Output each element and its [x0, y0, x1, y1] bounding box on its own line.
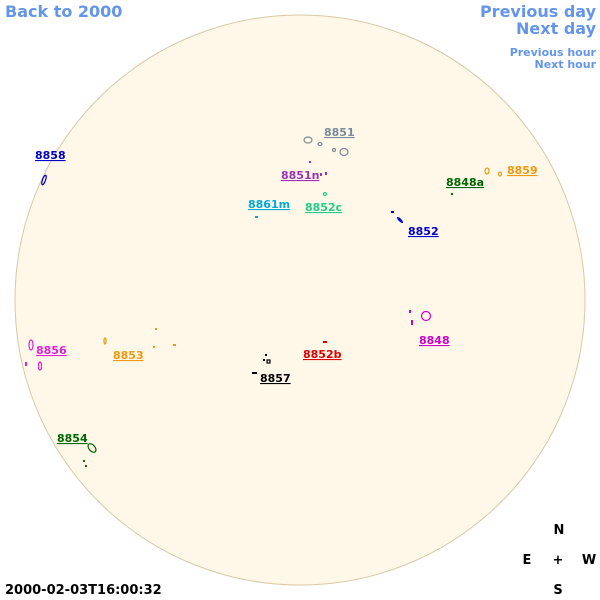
- solar-disk: [14, 14, 586, 586]
- spot: [309, 161, 311, 163]
- spot: [85, 465, 87, 467]
- spot: [497, 171, 503, 177]
- spot: [396, 216, 404, 224]
- region-label[interactable]: 8852c: [305, 201, 342, 214]
- spot: [322, 191, 328, 197]
- spot: [420, 310, 432, 322]
- spot: [25, 362, 27, 366]
- region-label[interactable]: 8861m: [248, 198, 290, 211]
- spot: [451, 193, 453, 195]
- spot: [265, 354, 267, 356]
- spot: [266, 359, 271, 364]
- next-hour-link[interactable]: Next hour: [535, 58, 597, 71]
- compass-center: +: [553, 553, 564, 568]
- spot: [339, 147, 349, 157]
- region-label[interactable]: 8851n: [281, 169, 319, 182]
- region-label[interactable]: 8848a: [446, 176, 484, 189]
- region-label[interactable]: 8858: [35, 149, 66, 162]
- spot: [87, 443, 97, 453]
- spot: [411, 320, 413, 325]
- region-label[interactable]: 8851: [324, 126, 355, 139]
- spot: [41, 174, 47, 186]
- spot: [391, 211, 394, 213]
- next-day-link[interactable]: Next day: [516, 19, 597, 38]
- region-label[interactable]: 8853: [113, 349, 144, 362]
- previous-hour-link[interactable]: Previous hour: [510, 46, 597, 59]
- spot: [28, 339, 34, 351]
- spot: [303, 136, 313, 144]
- compass-east: E: [523, 553, 532, 568]
- compass-west: W: [582, 553, 596, 568]
- previous-day-link[interactable]: Previous day: [480, 2, 597, 21]
- spot: [323, 341, 327, 343]
- spot: [409, 310, 411, 313]
- spot: [252, 372, 257, 374]
- region-label[interactable]: 8856: [36, 344, 67, 357]
- spot: [331, 147, 337, 153]
- region-label[interactable]: 8854: [57, 432, 88, 445]
- region-label[interactable]: 8848: [419, 334, 450, 347]
- spot: [255, 216, 258, 218]
- spot: [317, 141, 323, 147]
- spot: [484, 167, 490, 175]
- spot: [263, 359, 265, 361]
- region-label[interactable]: 8852: [408, 225, 439, 238]
- spot: [83, 460, 85, 462]
- spot: [173, 344, 176, 346]
- spot: [103, 337, 107, 345]
- timestamp: 2000-02-03T16:00:32: [5, 583, 162, 598]
- spot: [325, 172, 327, 175]
- spot: [153, 346, 155, 348]
- spot: [37, 361, 43, 371]
- compass-south: S: [553, 583, 562, 598]
- back-link[interactable]: Back to 2000: [5, 2, 122, 21]
- compass-north: N: [554, 523, 565, 538]
- region-label[interactable]: 8852b: [303, 348, 342, 361]
- region-shapes: [25, 136, 503, 467]
- region-label[interactable]: 8857: [260, 372, 291, 385]
- region-label[interactable]: 8859: [507, 164, 538, 177]
- spot: [155, 328, 157, 330]
- spot: [320, 173, 322, 176]
